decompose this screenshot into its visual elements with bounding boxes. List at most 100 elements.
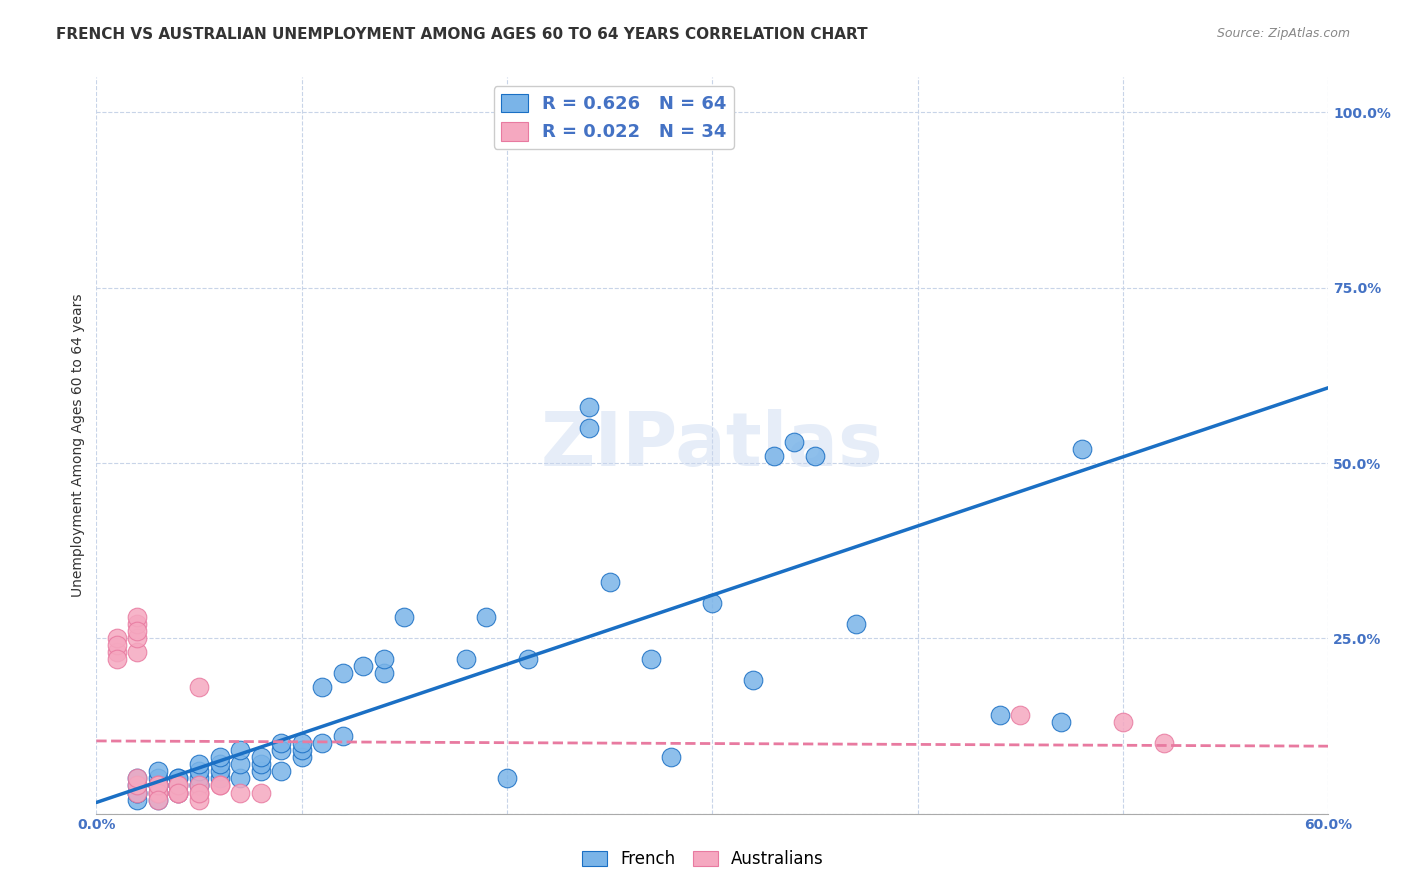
Point: [291, 743, 314, 757]
Point: [311, 681, 333, 695]
Point: [249, 764, 271, 779]
Point: [332, 666, 354, 681]
Point: [373, 666, 395, 681]
Point: [127, 779, 149, 793]
Point: [167, 779, 190, 793]
Point: [127, 785, 149, 799]
Point: [167, 785, 190, 799]
Point: [454, 652, 477, 666]
Point: [146, 779, 169, 793]
Point: [146, 779, 169, 793]
Point: [105, 632, 128, 646]
Point: [105, 645, 128, 659]
Point: [146, 785, 169, 799]
Point: [270, 736, 292, 750]
Point: [146, 792, 169, 806]
Point: [249, 757, 271, 772]
Point: [127, 779, 149, 793]
Point: [1153, 736, 1175, 750]
Point: [188, 792, 211, 806]
Y-axis label: Unemployment Among Ages 60 to 64 years: Unemployment Among Ages 60 to 64 years: [72, 293, 86, 598]
Point: [146, 785, 169, 799]
Point: [208, 764, 231, 779]
Point: [249, 750, 271, 764]
Point: [146, 785, 169, 799]
Point: [105, 652, 128, 666]
Point: [167, 785, 190, 799]
Point: [146, 779, 169, 793]
Point: [146, 764, 169, 779]
Point: [578, 421, 600, 435]
Point: [845, 617, 868, 632]
Point: [167, 772, 190, 786]
Point: [146, 779, 169, 793]
Point: [373, 652, 395, 666]
Text: Source: ZipAtlas.com: Source: ZipAtlas.com: [1216, 27, 1350, 40]
Point: [783, 434, 806, 449]
Point: [127, 772, 149, 786]
Point: [188, 779, 211, 793]
Point: [167, 772, 190, 786]
Point: [188, 785, 211, 799]
Point: [249, 785, 271, 799]
Point: [146, 779, 169, 793]
Point: [167, 785, 190, 799]
Point: [229, 757, 252, 772]
Point: [640, 652, 662, 666]
Point: [475, 610, 498, 624]
Point: [127, 632, 149, 646]
Point: [188, 785, 211, 799]
Point: [188, 779, 211, 793]
Point: [352, 659, 374, 673]
Legend: R = 0.626   N = 64, R = 0.022   N = 34: R = 0.626 N = 64, R = 0.022 N = 34: [494, 87, 734, 149]
Point: [127, 624, 149, 639]
Point: [127, 785, 149, 799]
Point: [208, 779, 231, 793]
Point: [208, 772, 231, 786]
Point: [291, 750, 314, 764]
Point: [105, 638, 128, 652]
Point: [167, 779, 190, 793]
Point: [659, 750, 682, 764]
Point: [762, 449, 785, 463]
Point: [496, 772, 519, 786]
Point: [127, 610, 149, 624]
Point: [270, 764, 292, 779]
Point: [229, 785, 252, 799]
Point: [127, 617, 149, 632]
Point: [167, 785, 190, 799]
Point: [394, 610, 416, 624]
Point: [1010, 708, 1032, 723]
Point: [311, 736, 333, 750]
Point: [167, 779, 190, 793]
Point: [146, 792, 169, 806]
Point: [127, 792, 149, 806]
Point: [188, 764, 211, 779]
Point: [127, 645, 149, 659]
Point: [188, 772, 211, 786]
Point: [208, 757, 231, 772]
Point: [127, 772, 149, 786]
Point: [188, 757, 211, 772]
Point: [270, 743, 292, 757]
Point: [332, 730, 354, 744]
Point: [229, 743, 252, 757]
Point: [599, 575, 621, 590]
Point: [188, 681, 211, 695]
Legend: French, Australians: French, Australians: [575, 844, 831, 875]
Point: [208, 750, 231, 764]
Point: [127, 785, 149, 799]
Point: [1112, 715, 1135, 730]
Text: ZIPatlas: ZIPatlas: [541, 409, 883, 482]
Point: [188, 779, 211, 793]
Point: [1050, 715, 1073, 730]
Point: [988, 708, 1011, 723]
Point: [516, 652, 538, 666]
Point: [578, 400, 600, 414]
Point: [804, 449, 827, 463]
Point: [146, 772, 169, 786]
Point: [208, 779, 231, 793]
Text: FRENCH VS AUSTRALIAN UNEMPLOYMENT AMONG AGES 60 TO 64 YEARS CORRELATION CHART: FRENCH VS AUSTRALIAN UNEMPLOYMENT AMONG …: [56, 27, 868, 42]
Point: [229, 772, 252, 786]
Point: [1070, 442, 1092, 456]
